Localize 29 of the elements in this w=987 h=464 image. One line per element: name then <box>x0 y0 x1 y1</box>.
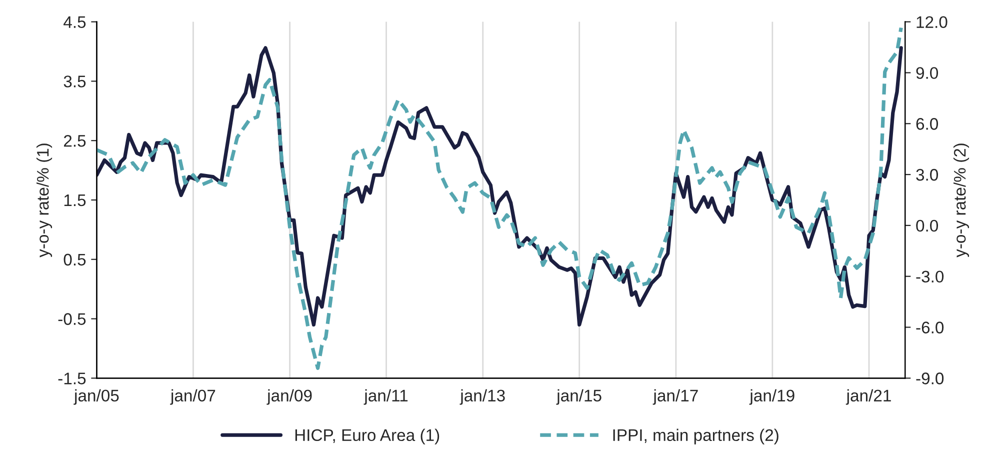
y2-tick-label: -3.0 <box>916 270 944 283</box>
y2-tick-label: -6.0 <box>916 322 944 334</box>
y2-tick-label: 12.0 <box>916 16 948 28</box>
y2-tick-label: 0.0 <box>916 220 938 232</box>
y2-axis-title: y-o-y rate/% (2) <box>953 144 970 258</box>
y-tick-label: -0.5 <box>58 313 86 325</box>
y2-tick-label: 9.0 <box>916 67 938 79</box>
x-tick-label: jan/07 <box>170 389 216 405</box>
x-tick-label: jan/11 <box>364 389 408 405</box>
x-tick-label: jan/15 <box>556 389 602 405</box>
y-tick-label: 3.5 <box>64 76 86 88</box>
x-tick-label: jan/21 <box>846 389 891 405</box>
legend-label: HICP, Euro Area (1) <box>295 428 440 444</box>
y-tick-label: 1.5 <box>64 194 86 206</box>
y-axis-title: y-o-y rate/% (1) <box>36 144 52 258</box>
x-tick-label: jan/17 <box>652 389 698 405</box>
line-series <box>96 26 903 370</box>
x-tick-label: jan/09 <box>266 389 312 405</box>
legend-label: IPPI, main partners (2) <box>613 428 778 444</box>
y-tick-label: 2.5 <box>64 134 86 147</box>
y-tick-label: -1.5 <box>58 372 86 384</box>
x-tick-label: jan/05 <box>74 389 119 405</box>
y2-tick-label: -9.0 <box>916 372 944 384</box>
x-tick-label: jan/13 <box>460 389 505 405</box>
y-tick-label: 4.5 <box>64 16 86 28</box>
x-tick-label: jan/19 <box>749 389 794 405</box>
y2-tick-label: 6.0 <box>916 118 938 130</box>
y2-tick-label: 3.0 <box>916 168 938 181</box>
y-tick-label: 0.5 <box>64 254 86 266</box>
